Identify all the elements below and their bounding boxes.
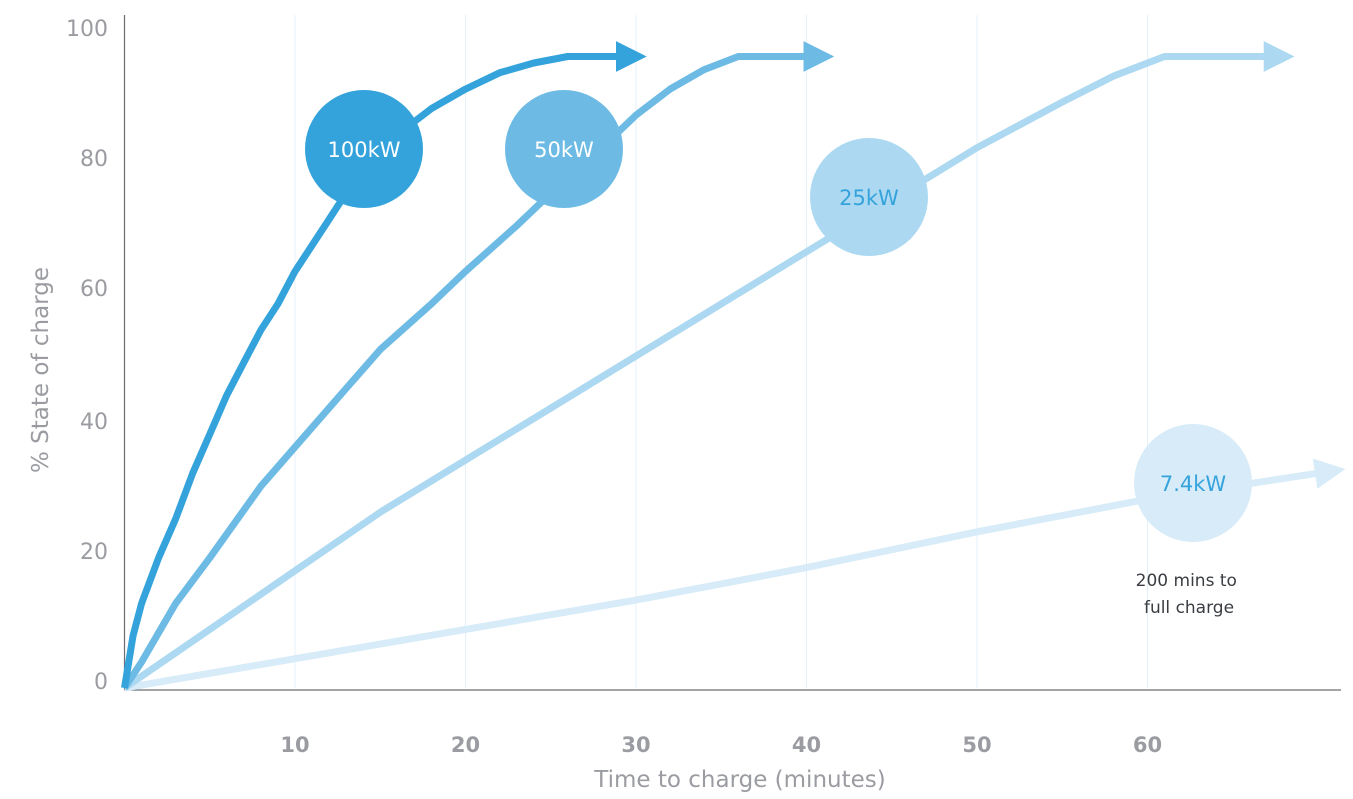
- y-axis-title: % State of charge: [28, 267, 54, 473]
- axes: [123, 15, 1341, 691]
- annotation-line-2: full charge: [1144, 598, 1234, 618]
- x-tick-label-50: 50: [962, 733, 991, 757]
- bubble-circle-25kw: [810, 138, 928, 256]
- y-tick-label-100: 100: [66, 17, 108, 42]
- y-tick-label-40: 40: [80, 410, 108, 435]
- x-tick-label-30: 30: [621, 733, 650, 757]
- series-line-7-4kw: [123, 458, 1346, 692]
- series-bubble-100kw: 100kW: [305, 90, 423, 208]
- bubble-circle-100kw: [305, 90, 423, 208]
- series-bubbles: 100kW 50kW 25kW 7.4kW: [305, 90, 1252, 542]
- y-tick-labels: 0 20 40 60 80 100: [66, 17, 108, 695]
- series-bubble-50kw: 50kW: [505, 90, 623, 208]
- bubble-circle-50kw: [505, 90, 623, 208]
- full-charge-annotation: 200 mins to full charge: [1136, 571, 1243, 618]
- series-label-7-4kw: 7.4kW: [1160, 472, 1227, 496]
- y-tick-label-80: 80: [80, 147, 108, 172]
- y-tick-label-0: 0: [94, 670, 108, 695]
- series-label-50kw: 50kW: [534, 138, 594, 162]
- x-tick-label-20: 20: [451, 733, 480, 757]
- x-axis-title: Time to charge (minutes): [593, 767, 885, 793]
- series-line-50kw: [121, 41, 835, 690]
- grid-lines: [294, 15, 1148, 688]
- x-tick-label-60: 60: [1133, 733, 1162, 757]
- series-lines: [121, 41, 1346, 692]
- series-label-100kw: 100kW: [327, 138, 400, 162]
- annotation-line-1: 200 mins to: [1136, 571, 1237, 591]
- y-tick-label-60: 60: [80, 277, 108, 302]
- series-line-100kw: [121, 41, 647, 689]
- x-tick-label-10: 10: [280, 733, 309, 757]
- x-tick-label-40: 40: [792, 733, 821, 757]
- series-bubble-7-4kw: 7.4kW: [1134, 424, 1252, 542]
- series-label-25kw: 25kW: [839, 186, 899, 210]
- y-tick-label-20: 20: [80, 540, 108, 565]
- bubble-circle-7-4kw: [1134, 424, 1252, 542]
- series-bubble-25kw: 25kW: [810, 138, 928, 256]
- series-line-25kw: [122, 41, 1295, 691]
- x-tick-labels: 10 20 30 40 50 60: [280, 733, 1162, 757]
